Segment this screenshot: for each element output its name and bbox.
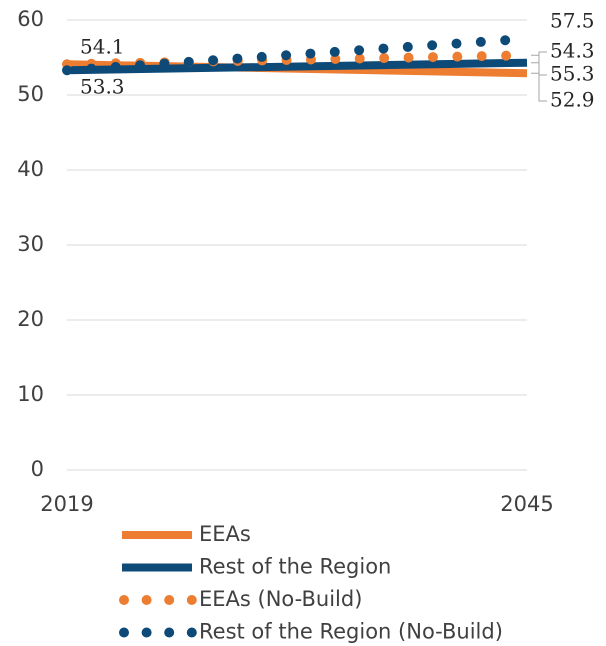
x-tick-label: 2019 — [40, 492, 93, 516]
data-label: 53.3 — [80, 75, 125, 99]
data-label: 52.9 — [550, 88, 595, 112]
series-line — [62, 33, 532, 76]
leader-line — [531, 72, 547, 102]
y-tick-label: 30 — [17, 232, 44, 256]
data-label: 54.1 — [80, 35, 125, 59]
leader-line — [531, 54, 547, 76]
legend-label: Rest of the Region — [199, 555, 391, 579]
series-line — [66, 58, 528, 75]
legend-label: EEAs (No-Build) — [199, 587, 362, 611]
data-label: 54.3 — [550, 39, 595, 63]
data-label: 57.5 — [550, 9, 595, 33]
legend-label: Rest of the Region (No-Build) — [199, 620, 503, 644]
y-tick-label: 40 — [17, 157, 44, 181]
x-tick-label: 2045 — [500, 492, 553, 516]
y-tick-label: 60 — [17, 7, 44, 31]
data-label: 55.3 — [550, 62, 595, 86]
y-tick-label: 50 — [17, 82, 44, 106]
y-tick-label: 20 — [17, 307, 44, 331]
y-tick-label: 0 — [31, 457, 44, 481]
y-tick-label: 10 — [17, 382, 44, 406]
legend-label: EEAs — [199, 522, 251, 546]
